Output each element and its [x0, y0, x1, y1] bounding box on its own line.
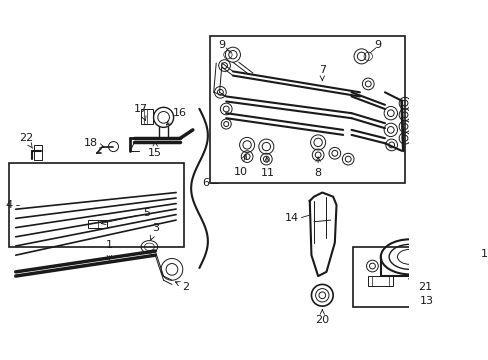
Text: 19: 19	[0, 359, 1, 360]
Text: 3: 3	[150, 224, 159, 240]
Text: 9: 9	[374, 40, 381, 50]
Text: 18: 18	[83, 138, 104, 148]
Text: 13: 13	[419, 296, 433, 306]
Bar	[352, 247, 412, 307]
Text: 9: 9	[218, 40, 225, 50]
Text: 12: 12	[480, 248, 488, 258]
Text: 14: 14	[284, 213, 298, 222]
Text: 10: 10	[233, 154, 247, 177]
Text: 1: 1	[105, 240, 113, 260]
Text: 8: 8	[314, 157, 321, 178]
Text: 15: 15	[148, 142, 162, 158]
Text: 5: 5	[101, 208, 150, 225]
Text: 11: 11	[261, 157, 274, 178]
Text: 20: 20	[315, 310, 329, 325]
Text: 16: 16	[166, 108, 187, 125]
Text: 21: 21	[418, 282, 431, 292]
Bar	[367, 276, 392, 286]
Text: 22: 22	[19, 133, 33, 148]
Text: 2: 2	[175, 282, 189, 292]
Bar	[209, 36, 404, 183]
Text: 17: 17	[134, 104, 148, 121]
Bar	[34, 145, 42, 160]
Bar	[141, 109, 152, 124]
Text: 4: 4	[5, 200, 13, 210]
Bar	[9, 163, 184, 247]
Text: 6: 6	[202, 177, 208, 188]
Bar	[88, 220, 106, 229]
Text: 7: 7	[318, 65, 325, 81]
